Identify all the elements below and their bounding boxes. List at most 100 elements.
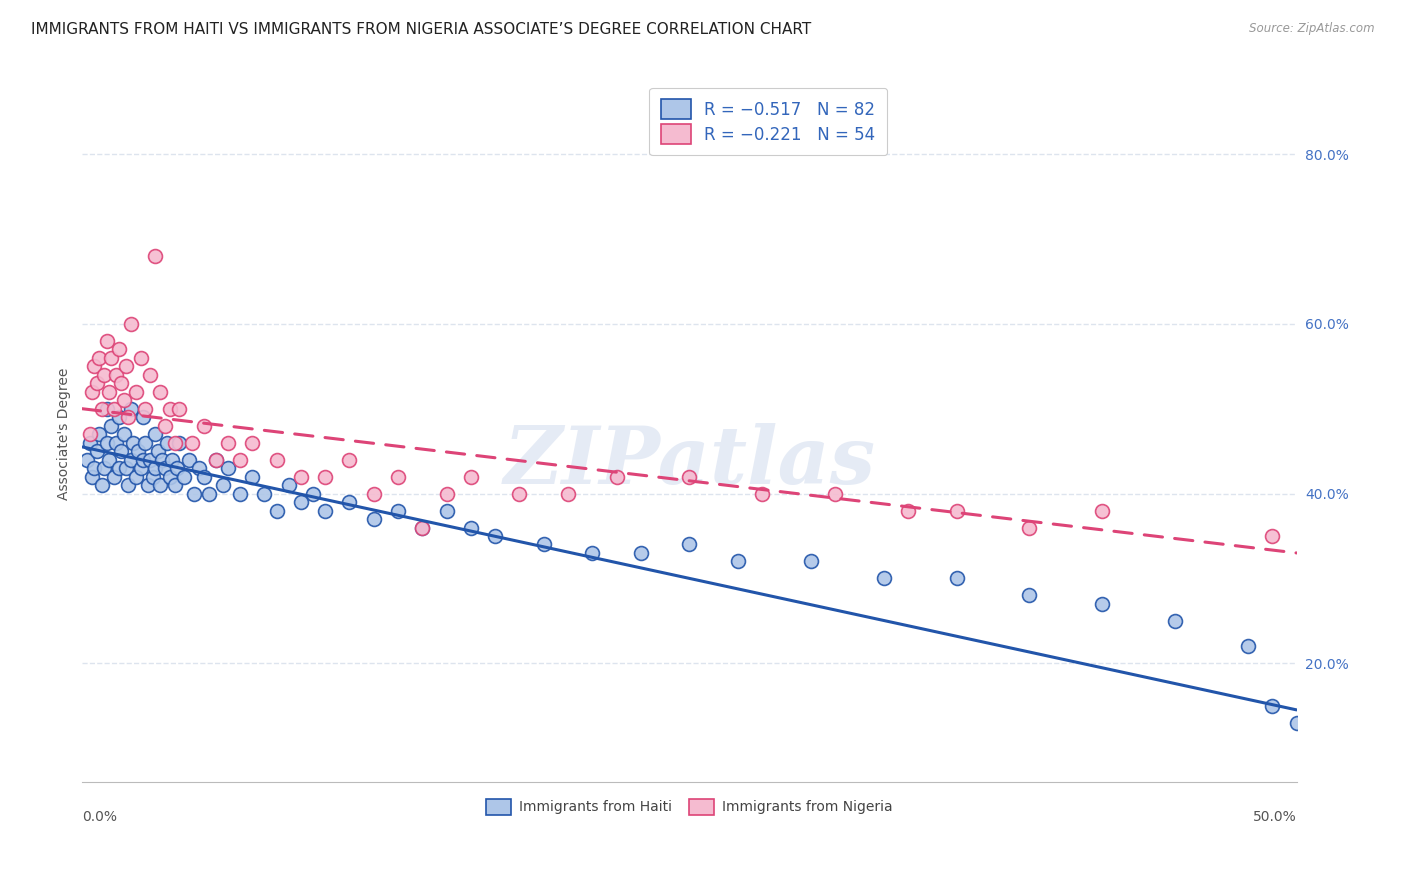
Point xyxy=(897,503,920,517)
Point xyxy=(163,478,186,492)
Point xyxy=(1018,520,1040,534)
Point xyxy=(1237,640,1260,654)
Point xyxy=(90,478,112,492)
Point xyxy=(100,351,122,365)
Text: IMMIGRANTS FROM HAITI VS IMMIGRANTS FROM NIGERIA ASSOCIATE’S DEGREE CORRELATION : IMMIGRANTS FROM HAITI VS IMMIGRANTS FROM… xyxy=(31,22,811,37)
Point xyxy=(387,469,409,483)
Point xyxy=(197,486,219,500)
Point xyxy=(103,469,125,483)
Point xyxy=(110,376,132,391)
Point xyxy=(179,452,201,467)
Point xyxy=(751,486,773,500)
Point xyxy=(120,401,142,416)
Point xyxy=(217,435,239,450)
Point xyxy=(508,486,530,500)
Text: Source: ZipAtlas.com: Source: ZipAtlas.com xyxy=(1250,22,1375,36)
Point xyxy=(110,444,132,458)
Point xyxy=(581,546,603,560)
Point xyxy=(142,469,165,483)
Y-axis label: Associate's Degree: Associate's Degree xyxy=(58,368,72,500)
Point xyxy=(266,503,288,517)
Point xyxy=(533,537,555,551)
Point xyxy=(86,444,108,458)
Point xyxy=(240,435,263,450)
Point xyxy=(98,452,121,467)
Point xyxy=(1261,529,1284,543)
Point xyxy=(79,435,101,450)
Point xyxy=(314,503,336,517)
Point xyxy=(80,469,103,483)
Point xyxy=(166,461,188,475)
Point xyxy=(86,376,108,391)
Point xyxy=(160,452,183,467)
Point xyxy=(120,452,142,467)
Point xyxy=(266,452,288,467)
Point xyxy=(339,495,361,509)
Point xyxy=(136,478,159,492)
Point xyxy=(387,503,409,517)
Point xyxy=(411,520,433,534)
Point xyxy=(824,486,846,500)
Point xyxy=(105,368,128,382)
Point xyxy=(107,343,129,357)
Point xyxy=(132,452,155,467)
Point xyxy=(80,384,103,399)
Point xyxy=(156,435,179,450)
Point xyxy=(800,554,823,568)
Point xyxy=(163,435,186,450)
Point xyxy=(484,529,506,543)
Point xyxy=(139,368,162,382)
Legend: Immigrants from Haiti, Immigrants from Nigeria: Immigrants from Haiti, Immigrants from N… xyxy=(481,793,898,821)
Point xyxy=(105,435,128,450)
Point xyxy=(436,486,458,500)
Point xyxy=(193,469,215,483)
Point xyxy=(149,384,172,399)
Point xyxy=(139,452,162,467)
Point xyxy=(76,452,98,467)
Point xyxy=(159,401,181,416)
Point xyxy=(1091,597,1114,611)
Point xyxy=(129,461,152,475)
Point xyxy=(240,469,263,483)
Point xyxy=(149,478,172,492)
Point xyxy=(125,384,148,399)
Point xyxy=(143,427,166,442)
Point xyxy=(436,503,458,517)
Point xyxy=(217,461,239,475)
Text: 0.0%: 0.0% xyxy=(83,810,117,824)
Point xyxy=(678,537,700,551)
Point xyxy=(143,249,166,263)
Point xyxy=(83,461,105,475)
Point xyxy=(290,469,312,483)
Text: 50.0%: 50.0% xyxy=(1253,810,1296,824)
Point xyxy=(112,427,135,442)
Point xyxy=(98,384,121,399)
Point xyxy=(107,410,129,425)
Point xyxy=(129,351,152,365)
Point xyxy=(127,444,149,458)
Point xyxy=(1261,698,1284,713)
Point xyxy=(557,486,579,500)
Point xyxy=(460,469,482,483)
Point xyxy=(1164,614,1187,628)
Point xyxy=(153,418,176,433)
Point xyxy=(143,461,166,475)
Point xyxy=(146,444,169,458)
Point xyxy=(678,469,700,483)
Point xyxy=(205,452,228,467)
Point xyxy=(1091,503,1114,517)
Point xyxy=(122,435,145,450)
Point xyxy=(125,469,148,483)
Point xyxy=(115,461,138,475)
Point xyxy=(100,418,122,433)
Point xyxy=(180,435,202,450)
Point xyxy=(169,401,191,416)
Point xyxy=(153,461,176,475)
Point xyxy=(183,486,205,500)
Point xyxy=(93,461,115,475)
Point xyxy=(89,427,111,442)
Point xyxy=(117,410,139,425)
Point xyxy=(120,317,142,331)
Point xyxy=(460,520,482,534)
Point xyxy=(152,452,174,467)
